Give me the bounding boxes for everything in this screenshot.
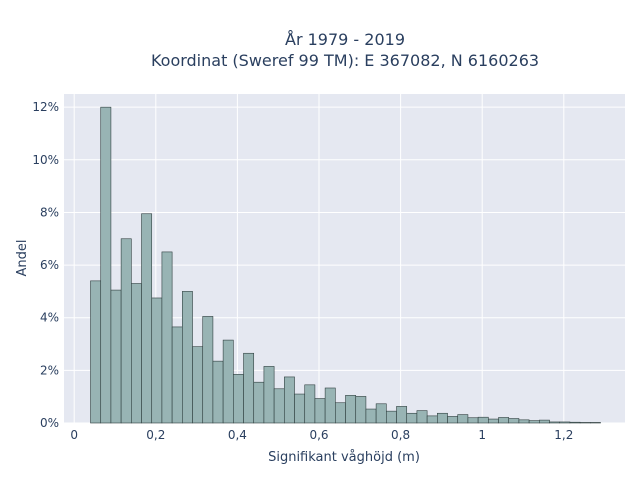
histogram-bar [161, 251, 173, 424]
histogram-bar [222, 339, 234, 424]
histogram-bar [171, 326, 183, 424]
histogram-bar [518, 419, 530, 424]
histogram-bar [273, 388, 285, 424]
histogram-bar [386, 410, 397, 424]
histogram-bar [375, 403, 387, 424]
x-axis-title: Signifikant våghöjd (m) [268, 450, 420, 465]
histogram-bar [528, 420, 540, 424]
histogram-bar [335, 402, 346, 424]
histogram-bar [498, 417, 510, 424]
histogram-bar [477, 416, 489, 424]
x-tick-label: 0,2 [146, 428, 165, 442]
histogram-bar [141, 213, 153, 424]
histogram-bar [355, 396, 367, 424]
chart-title-line1: År 1979 - 2019 [285, 30, 405, 49]
y-tick-label: 2% [40, 363, 59, 377]
histogram-bar [457, 414, 469, 424]
y-tick-label: 6% [40, 258, 59, 272]
histogram-bar [406, 412, 418, 424]
x-tick-label: 1,2 [554, 428, 573, 442]
histogram-bar [100, 106, 112, 424]
x-tick-label: 1 [478, 428, 486, 442]
histogram-bar [426, 415, 438, 424]
histogram-bar [314, 398, 326, 424]
histogram-bar [549, 421, 561, 424]
histogram-bar [263, 366, 275, 424]
histogram-bar [488, 418, 499, 424]
histogram-bar [396, 406, 408, 424]
histogram-bar [569, 421, 581, 424]
histogram-bar [151, 297, 163, 424]
histogram-bar [345, 395, 357, 424]
y-tick-label: 4% [40, 311, 59, 325]
histogram-bar [508, 418, 520, 424]
histogram-bar [182, 291, 193, 424]
histogram-bar [90, 280, 102, 424]
y-axis-title: Andel [15, 240, 30, 277]
x-tick-label: 0 [70, 428, 78, 442]
histogram-bar [590, 422, 601, 424]
chart-title-line2: Koordinat (Sweref 99 TM): E 367082, N 61… [151, 51, 539, 70]
histogram-bar [243, 352, 255, 424]
histogram-bar [284, 376, 295, 424]
x-tick-label: 0,8 [391, 428, 410, 442]
histogram-bar [467, 417, 479, 424]
histogram-bar [304, 384, 316, 424]
histogram-bar [110, 289, 122, 424]
histogram-bar [212, 360, 224, 424]
histogram-bar [416, 410, 428, 424]
histogram-bar [579, 422, 591, 424]
x-tick-labels: 0 0,2 0,4 0,6 0,8 1 1,2 [70, 428, 573, 442]
histogram-bar [202, 316, 214, 424]
histogram-bar [294, 393, 306, 424]
y-tick-label: 10% [32, 153, 59, 167]
y-tick-label: 12% [32, 100, 59, 114]
y-tick-labels: 0% 2% 4% 6% 8% 10% 12% [32, 100, 59, 430]
histogram-bar [131, 283, 142, 424]
histogram-bar [324, 387, 336, 424]
y-tick-label: 0% [40, 416, 59, 430]
histogram-bar [192, 346, 204, 424]
histogram-bar [447, 416, 459, 424]
histogram-bars [90, 106, 601, 424]
histogram-bar [559, 421, 571, 424]
histogram-bar [120, 238, 132, 424]
histogram-bar [539, 419, 550, 424]
histogram-bar [233, 374, 244, 424]
histogram-bar [365, 408, 377, 424]
histogram-bar [253, 381, 265, 424]
x-tick-label: 0,4 [228, 428, 247, 442]
histogram-bar [437, 412, 448, 424]
x-tick-label: 0,6 [309, 428, 328, 442]
y-tick-label: 8% [40, 205, 59, 219]
x-gridlines [73, 94, 565, 423]
